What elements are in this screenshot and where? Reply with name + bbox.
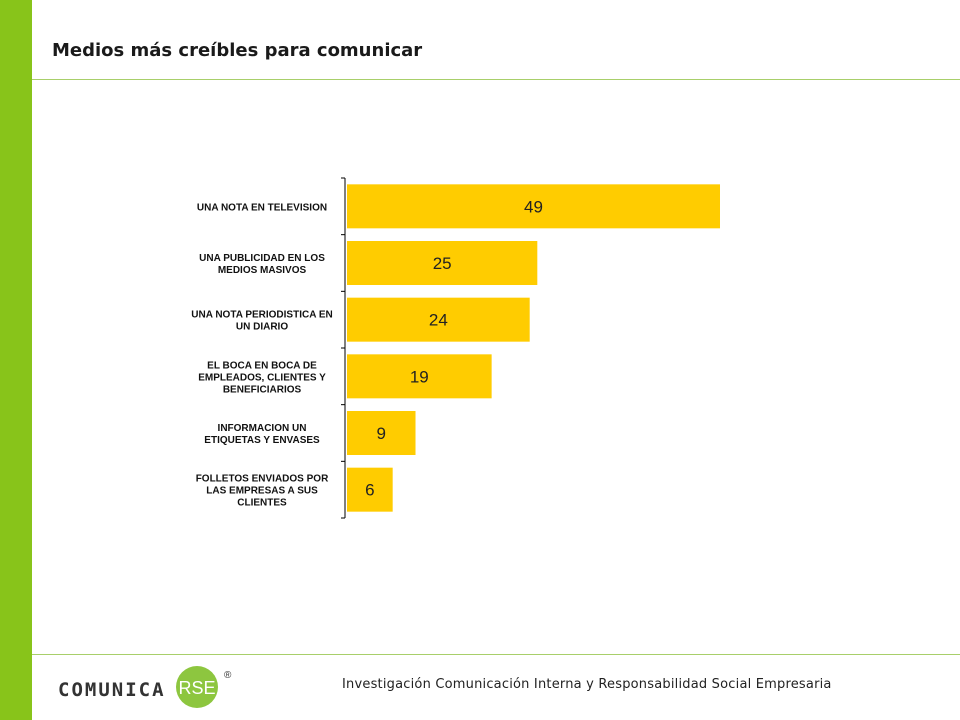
data-label: 49 <box>524 197 543 216</box>
category-label: UNA NOTA PERIODISTICA EN UN DIARIO <box>191 310 332 333</box>
side-accent-bar <box>0 0 32 720</box>
data-label: 6 <box>365 481 374 500</box>
footer-divider <box>32 654 960 655</box>
data-label: 24 <box>429 311 448 330</box>
comunica-rse-logo: COMUNICA RSE ® <box>58 666 232 708</box>
logo-badge-text: RSE <box>178 678 215 698</box>
logo-circle <box>176 666 218 708</box>
bar <box>347 297 530 342</box>
data-label: 19 <box>410 367 429 386</box>
bar <box>347 411 416 455</box>
bar <box>347 184 720 229</box>
header-divider <box>32 79 960 80</box>
data-label: 25 <box>433 254 452 273</box>
registered-mark: ® <box>224 670 232 681</box>
category-label: UNA NOTA EN TELEVISION <box>197 202 327 213</box>
footer-text: Investigación Comunicación Interna y Res… <box>342 677 832 692</box>
category-label: INFORMACION UN ETIQUETAS Y ENVASES <box>204 423 320 446</box>
category-label: FOLLETOS ENVIADOS POR LAS EMPRESAS A SUS C… <box>196 474 329 509</box>
logo-wordmark: COMUNICA <box>58 679 166 701</box>
bar <box>347 467 393 512</box>
bar <box>347 354 492 399</box>
category-label: UNA PUBLICIDAD EN LOS MEDIOS MASIVOS <box>199 253 325 276</box>
data-label: 9 <box>377 424 386 443</box>
bar <box>347 241 538 285</box>
page-title: Medios más creíbles para comunicar <box>52 40 423 61</box>
